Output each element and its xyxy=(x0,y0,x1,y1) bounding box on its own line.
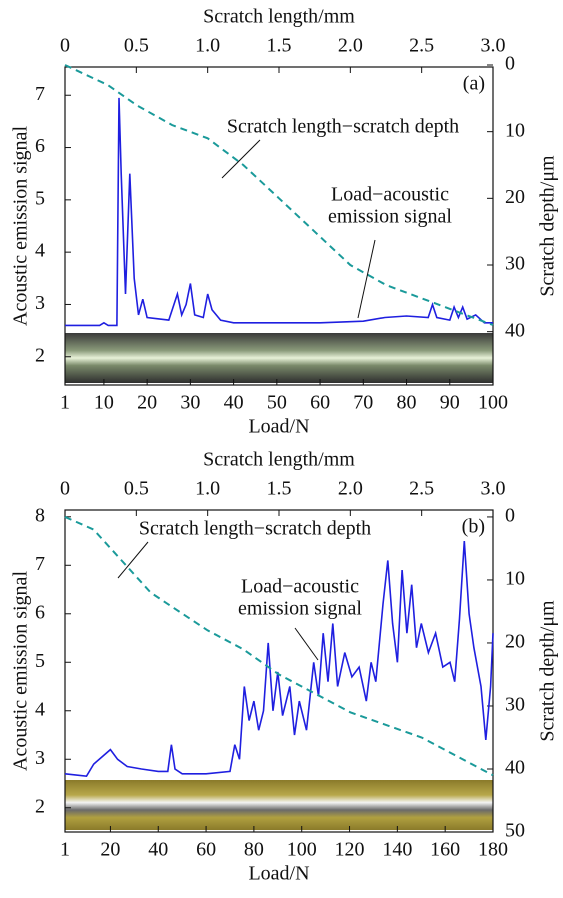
annotation: emission signal xyxy=(238,598,362,620)
y-tick-label: 7 xyxy=(35,553,45,575)
x-axis-title: Load/N xyxy=(248,416,309,438)
y-tick-label: 3 xyxy=(35,747,45,769)
y2-tick-label: 0 xyxy=(505,53,515,75)
x-tick-label: 80 xyxy=(397,392,417,414)
panel-label: (a) xyxy=(463,73,485,95)
panel-label: (b) xyxy=(462,516,485,538)
annotation-leader xyxy=(294,627,319,661)
x-tick-label: 100 xyxy=(287,839,317,861)
y2-tick-label: 0 xyxy=(505,505,515,527)
x2-tick-label: 2.5 xyxy=(409,35,434,57)
y-tick-label: 4 xyxy=(35,698,45,720)
y-tick-label: 3 xyxy=(35,292,45,314)
depth-line xyxy=(64,515,494,777)
x2-axis-title: Scratch length/mm xyxy=(203,449,355,471)
annotation: emission signal xyxy=(328,206,452,228)
x-axis-title: Load/N xyxy=(248,863,309,885)
x-tick-label: 70 xyxy=(353,392,373,414)
x2-tick-label: 0 xyxy=(60,35,70,57)
y2-tick-label: 30 xyxy=(505,694,525,716)
scratch-image xyxy=(65,780,493,830)
x2-tick-label: 3.0 xyxy=(481,478,506,500)
x2-tick-label: 1.0 xyxy=(195,478,220,500)
x2-tick-label: 0.5 xyxy=(124,478,149,500)
x-tick-label: 60 xyxy=(196,839,216,861)
y-tick-label: 7 xyxy=(35,83,45,105)
x-tick-label: 1 xyxy=(60,839,70,861)
y-tick-label: 2 xyxy=(35,795,45,817)
y2-tick-label: 30 xyxy=(505,253,525,275)
x2-tick-label: 0.5 xyxy=(124,35,149,57)
y2-tick-label: 10 xyxy=(505,568,525,590)
x-tick-label: 160 xyxy=(430,839,460,861)
y-tick-label: 4 xyxy=(35,240,45,262)
x-tick-label: 40 xyxy=(148,839,168,861)
y-tick-label: 6 xyxy=(35,601,45,623)
annotation: Scratch length−scratch depth xyxy=(139,518,371,540)
x-tick-label: 80 xyxy=(244,839,264,861)
annotation: Load−acoustic xyxy=(331,184,449,206)
x-tick-label: 40 xyxy=(224,392,244,414)
annotation-leader xyxy=(117,541,149,579)
x-tick-label: 20 xyxy=(100,839,120,861)
y2-axis-title: Scratch depth/μm xyxy=(537,600,559,742)
x2-tick-label: 1.0 xyxy=(195,35,220,57)
y2-tick-label: 40 xyxy=(505,757,525,779)
y-tick-label: 8 xyxy=(35,504,45,526)
y2-tick-label: 20 xyxy=(505,631,525,653)
y-tick-label: 2 xyxy=(35,344,45,366)
x-tick-label: 1 xyxy=(60,392,70,414)
x2-axis-title: Scratch length/mm xyxy=(203,6,355,28)
x2-tick-label: 3.0 xyxy=(481,35,506,57)
x2-tick-label: 1.5 xyxy=(267,35,292,57)
signal-line xyxy=(64,540,494,778)
y-axis-title: Acoustic emission signal xyxy=(10,126,32,326)
y2-tick-label: 20 xyxy=(505,186,525,208)
x-tick-label: 10 xyxy=(94,392,114,414)
y-tick-label: 5 xyxy=(35,187,45,209)
y-tick-label: 6 xyxy=(35,135,45,157)
depth-line xyxy=(64,64,494,326)
x-tick-label: 140 xyxy=(382,839,412,861)
x-tick-label: 20 xyxy=(137,392,157,414)
x2-tick-label: 0 xyxy=(60,478,70,500)
x-tick-label: 120 xyxy=(335,839,365,861)
annotation-leader xyxy=(221,139,261,179)
y2-tick-label: 50 xyxy=(505,820,525,842)
x2-tick-label: 1.5 xyxy=(267,478,292,500)
x-tick-label: 100 xyxy=(478,392,508,414)
y2-axis-title: Scratch depth/μm xyxy=(537,155,559,297)
x2-tick-label: 2.0 xyxy=(338,35,363,57)
annotation-leader xyxy=(357,239,376,319)
annotation: Scratch length−scratch depth xyxy=(227,116,459,138)
y2-tick-label: 10 xyxy=(505,119,525,141)
annotation: Load−acoustic xyxy=(241,576,359,598)
y2-tick-label: 40 xyxy=(505,319,525,341)
x2-tick-label: 2.5 xyxy=(409,478,434,500)
x-tick-label: 180 xyxy=(478,839,508,861)
x-tick-label: 90 xyxy=(440,392,460,414)
signal-line xyxy=(65,97,493,327)
x2-tick-label: 2.0 xyxy=(338,478,363,500)
x-tick-label: 50 xyxy=(267,392,287,414)
x-tick-label: 60 xyxy=(310,392,330,414)
y-tick-label: 5 xyxy=(35,650,45,672)
scratch-image xyxy=(65,333,493,383)
x-tick-label: 30 xyxy=(180,392,200,414)
y-axis-title: Acoustic emission signal xyxy=(10,571,32,771)
